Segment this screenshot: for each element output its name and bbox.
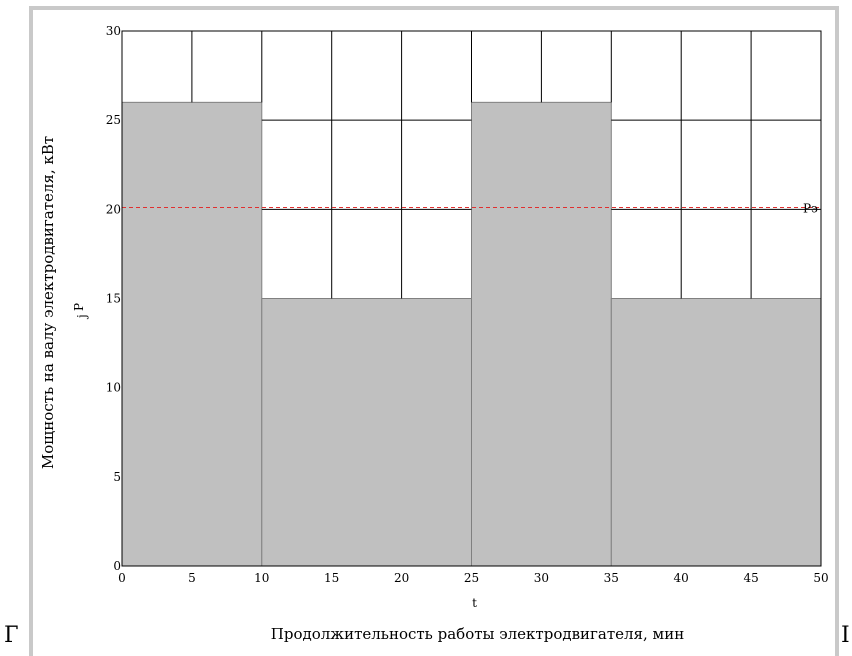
- x-tick-label: 0: [118, 571, 126, 585]
- y-tick-label: 0: [113, 559, 121, 573]
- step-bar-3: [610, 298, 822, 567]
- x-tick-label: 5: [188, 571, 196, 585]
- background-text-right: I: [841, 623, 850, 648]
- reference-line-label: Pэ: [803, 202, 818, 216]
- background-text-left: Г: [4, 623, 19, 648]
- x-axis-title: Продолжительность работы электродвигател…: [271, 625, 684, 643]
- step-bar-2: [471, 101, 612, 567]
- y-tick-label: 30: [106, 24, 121, 38]
- x-tick-label: 20: [394, 571, 409, 585]
- y-axis-title: Мощность на валу электродвигателя, кВт: [39, 136, 57, 469]
- y-tick-label: 25: [106, 113, 121, 127]
- y-tick-label: 15: [106, 292, 121, 306]
- y-variable-label: P: [72, 303, 86, 311]
- y-tick-label: 20: [106, 202, 121, 216]
- x-tick-label: 25: [464, 571, 479, 585]
- y-tick-label: 5: [113, 470, 121, 484]
- x-tick-label: 10: [254, 571, 269, 585]
- x-tick-label: 40: [674, 571, 689, 585]
- step-bar-0: [121, 101, 263, 567]
- step-bar-1: [261, 298, 472, 567]
- x-tick-label: 35: [604, 571, 619, 585]
- x-tick-label: 15: [324, 571, 339, 585]
- x-tick-label: 50: [813, 571, 828, 585]
- x-tick-label: 45: [743, 571, 758, 585]
- x-variable-label: t: [472, 596, 477, 610]
- y-variable-subscript: j: [75, 314, 89, 320]
- plot-frame: [29, 6, 839, 656]
- plot-border: [121, 30, 822, 567]
- y-tick-label: 10: [106, 381, 121, 395]
- x-tick-label: 30: [534, 571, 549, 585]
